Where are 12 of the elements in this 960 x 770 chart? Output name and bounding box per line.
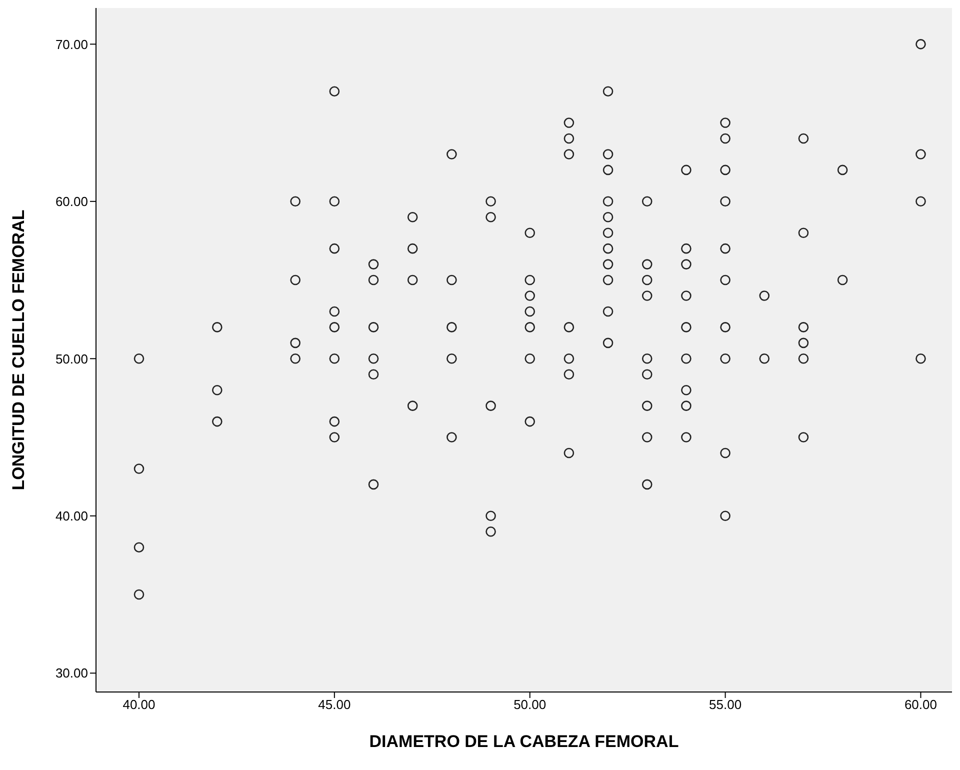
x-tick-label: 40.00: [122, 697, 156, 712]
y-tick-label: 50.00: [55, 351, 88, 366]
y-axis-title: LONGITUD DE CUELLO FEMORAL: [9, 210, 28, 490]
x-tick-label: 60.00: [904, 697, 938, 712]
x-tick-label: 55.00: [709, 697, 742, 712]
x-tick-label: 50.00: [514, 697, 546, 712]
x-axis-title: DIAMETRO DE LA CABEZA FEMORAL: [369, 732, 679, 751]
y-tick-label: 70.00: [55, 36, 88, 52]
y-tick-label: 30.00: [55, 666, 88, 681]
x-tick-label: 45.00: [318, 697, 351, 712]
y-tick-label: 60.00: [55, 194, 88, 210]
y-tick-label: 40.00: [55, 508, 88, 524]
